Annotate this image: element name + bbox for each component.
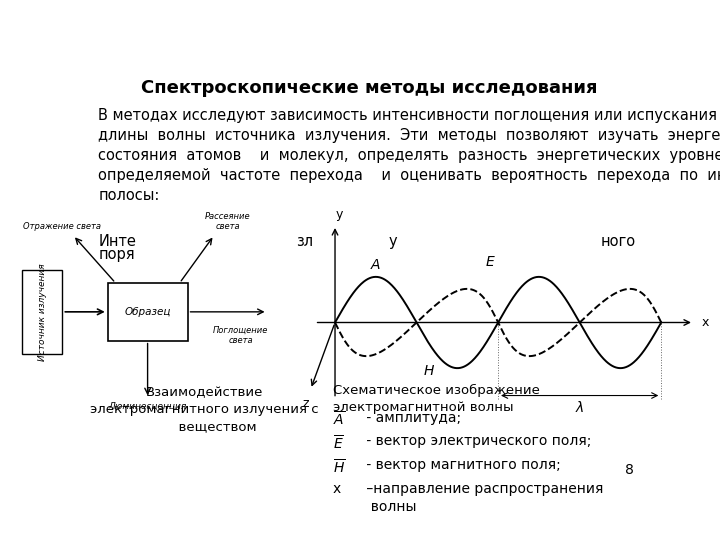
Text: z: z [302,397,309,410]
Text: $\overline{A}$: $\overline{A}$ [333,411,345,429]
Text: Инте: Инте [99,234,136,249]
Text: поря: поря [99,247,135,262]
Text: $\overline{E}$: $\overline{E}$ [333,435,343,453]
Text: Спектроскопические методы исследования: Спектроскопические методы исследования [140,79,598,97]
Text: 8: 8 [625,463,634,477]
Text: $A$: $A$ [370,258,382,272]
Text: Отражение света: Отражение света [23,222,102,231]
Text: - амплитуда;: - амплитуда; [362,411,462,425]
Text: $H$: $H$ [423,363,435,377]
Text: $E$: $E$ [485,255,495,269]
Text: В методах исследуют зависимость интенсивности поглощения или испускания от часто: В методах исследуют зависимость интенсив… [99,109,720,202]
Bar [22,269,63,354]
Text: Схематическое изображение
электромагнитной волны: Схематическое изображение электромагнитн… [333,384,539,414]
Text: Образец: Образец [125,307,171,317]
Text: –направление распространения
  волны: –направление распространения волны [362,482,603,514]
Text: Поглощение
света: Поглощение света [213,325,269,345]
Text: $\lambda$: $\lambda$ [575,400,585,415]
Text: Взаимодействие
электромагнитного излучения с
      веществом: Взаимодействие электромагнитного излучен… [90,386,319,433]
Text: Рассеяние
света: Рассеяние света [204,212,251,231]
Text: зл: зл [297,234,314,249]
Text: x: x [702,316,709,329]
Text: - вектор магнитного поля;: - вектор магнитного поля; [362,458,561,472]
Text: x: x [333,482,341,496]
Text: Люминесценция: Люминесценция [109,402,186,411]
Bar [108,283,188,341]
Text: y: y [389,234,397,249]
Text: y: y [336,207,343,220]
Text: ного: ного [600,234,636,249]
Text: Источник излучения: Источник излучения [38,263,47,361]
Text: - вектор электрического поля;: - вектор электрического поля; [362,435,592,448]
Text: $\overline{H}$: $\overline{H}$ [333,458,345,476]
